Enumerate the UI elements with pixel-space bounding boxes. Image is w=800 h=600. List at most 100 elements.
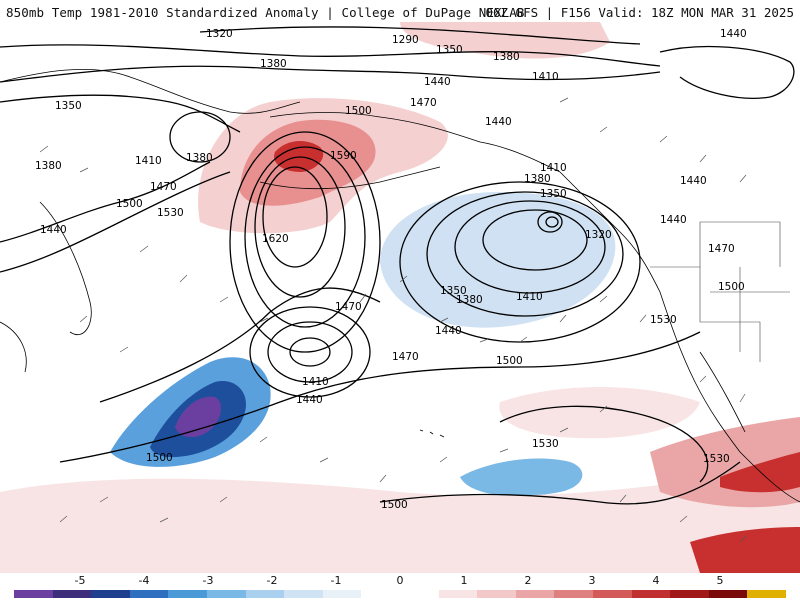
contour-label: 1440 bbox=[424, 76, 451, 88]
contour-label: 1440 bbox=[296, 394, 323, 406]
warm-anomaly-mexico-core bbox=[720, 452, 800, 493]
contour-label: 1470 bbox=[708, 243, 735, 255]
contour-label: 1410 bbox=[135, 155, 162, 167]
contour-label: 1350 bbox=[436, 44, 463, 56]
contour-label: 1470 bbox=[392, 351, 419, 363]
colorbar-tick-label: 5 bbox=[716, 574, 724, 587]
colorbar-swatch bbox=[747, 590, 786, 598]
contour-label: 1410 bbox=[532, 71, 559, 83]
contour-label: 1440 bbox=[485, 116, 512, 128]
colorbar-tick-label: 0 bbox=[396, 574, 404, 587]
colorbar-swatch bbox=[361, 590, 400, 598]
contour-label: 1380 bbox=[456, 294, 483, 306]
model-run-info: 06Z GFS | F156 Valid: 18Z MON MAR 31 202… bbox=[485, 5, 794, 20]
warm-anomaly-tropics bbox=[0, 462, 800, 573]
colorbar-swatch bbox=[206, 590, 246, 598]
coast-alaska bbox=[269, 112, 561, 173]
colorbar-swatch bbox=[52, 590, 92, 598]
colorbar-swatch bbox=[592, 590, 632, 598]
coast-us-west bbox=[659, 291, 741, 453]
contour-label: 1590 bbox=[330, 150, 357, 162]
colorbar-tick-label: -4 bbox=[138, 574, 150, 587]
warm-anomaly-south bbox=[690, 527, 800, 573]
contour-label: 1380 bbox=[493, 51, 520, 63]
coastlines bbox=[0, 69, 800, 503]
contour-label: 1410 bbox=[540, 162, 567, 174]
colorbar-tick-label: -2 bbox=[266, 574, 278, 587]
contour-label: 1500 bbox=[345, 105, 372, 117]
contour-label: 1530 bbox=[703, 453, 730, 465]
colorbar-tick-label: 2 bbox=[524, 574, 532, 587]
colorbar-swatch bbox=[91, 590, 130, 598]
coast-siberia bbox=[0, 69, 301, 114]
contour-label: 1440 bbox=[720, 28, 747, 40]
contour-label: 1380 bbox=[186, 152, 213, 164]
contour-label: 1350 bbox=[540, 188, 567, 200]
contour-label: 1500 bbox=[116, 198, 143, 210]
contour-label: 1470 bbox=[150, 181, 177, 193]
colorbar-tick-label: -1 bbox=[330, 574, 342, 587]
anomaly-shading bbox=[0, 22, 800, 573]
colorbar-swatch bbox=[399, 590, 439, 598]
state-borders bbox=[650, 221, 790, 362]
colorbar-swatch bbox=[670, 590, 709, 598]
colorbar-swatch bbox=[554, 590, 593, 598]
colorbar-swatch bbox=[631, 590, 671, 598]
colorbar-swatch bbox=[129, 590, 169, 598]
contour-label: 1500 bbox=[146, 452, 173, 464]
colorbar-swatch bbox=[322, 590, 362, 598]
colorbar-swatch bbox=[284, 590, 323, 598]
contour-label: 1470 bbox=[335, 301, 362, 313]
contour-label: 1320 bbox=[206, 28, 233, 40]
coast-baja bbox=[699, 351, 746, 433]
colorbar-tick-label: -5 bbox=[74, 574, 86, 587]
colorbar-swatch bbox=[14, 590, 53, 598]
colorbar-swatch bbox=[245, 590, 285, 598]
contour-label: 1350 bbox=[55, 100, 82, 112]
contour-label: 1350 bbox=[440, 285, 467, 297]
contour-label: 1440 bbox=[40, 224, 67, 236]
contour-label: 1410 bbox=[516, 291, 543, 303]
height-contours bbox=[0, 26, 795, 505]
contour-label: 1500 bbox=[381, 499, 408, 511]
contour-label: 1530 bbox=[157, 207, 184, 219]
contour-label: 1620 bbox=[262, 233, 289, 245]
coast-mexico bbox=[739, 451, 800, 503]
contour-label: 1380 bbox=[260, 58, 287, 70]
colorbar-tick-label: 1 bbox=[460, 574, 468, 587]
coast-aleutians bbox=[259, 166, 441, 190]
contour-label: 1320 bbox=[585, 229, 612, 241]
contour-label: 1530 bbox=[532, 438, 559, 450]
wind-barbs bbox=[39, 97, 747, 543]
cold-anomaly-extreme bbox=[175, 396, 222, 438]
contour-label: 1500 bbox=[496, 355, 523, 367]
contour-label: 1410 bbox=[302, 376, 329, 388]
contour-labels: 1320 1290 1350 1380 1380 1440 1350 1440 … bbox=[35, 28, 747, 511]
colorbar-tick-label: -3 bbox=[202, 574, 214, 587]
map-canvas: 1320 1290 1350 1380 1380 1440 1350 1440 … bbox=[0, 22, 800, 573]
coast-bc bbox=[559, 171, 661, 293]
contour-label: 1470 bbox=[410, 97, 437, 109]
map-header: 850mb Temp 1981-2010 Standardized Anomal… bbox=[0, 0, 800, 22]
colorbar-swatch bbox=[477, 590, 516, 598]
colorbar-swatch bbox=[168, 590, 207, 598]
coast-hawaii bbox=[419, 429, 445, 438]
contour-label: 1530 bbox=[650, 314, 677, 326]
map-panel[interactable]: 1320 1290 1350 1380 1380 1440 1350 1440 … bbox=[0, 22, 800, 573]
colorbar-gradient bbox=[14, 590, 786, 598]
coast-japan bbox=[0, 321, 27, 373]
cold-anomaly-east-pacific bbox=[460, 458, 583, 497]
contour-label: 1500 bbox=[718, 281, 745, 293]
colorbar-swatch bbox=[438, 590, 478, 598]
map-title: 850mb Temp 1981-2010 Standardized Anomal… bbox=[6, 5, 525, 20]
contour-label: 1440 bbox=[680, 175, 707, 187]
colorbar-swatch bbox=[708, 590, 748, 598]
contour-label: 1290 bbox=[392, 34, 419, 46]
colorbar-legend: -5 -4 -3 -2 -1 0 1 2 3 4 5 bbox=[0, 573, 800, 600]
colorbar-tick-label: 4 bbox=[652, 574, 660, 587]
coast-kamchatka bbox=[39, 201, 92, 335]
contour-label: 1440 bbox=[435, 325, 462, 337]
contour-label: 1380 bbox=[524, 173, 551, 185]
colorbar-swatch bbox=[515, 590, 555, 598]
warm-anomaly-east bbox=[499, 387, 700, 439]
